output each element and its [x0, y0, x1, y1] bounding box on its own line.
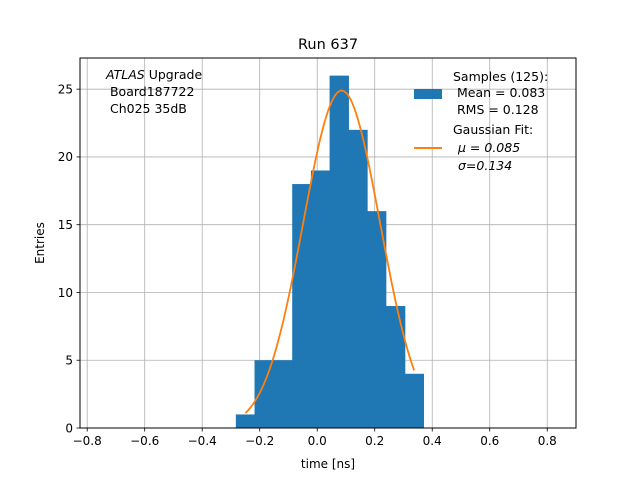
- histogram-bar: [273, 360, 293, 428]
- x-tick-label: −0.6: [130, 434, 159, 448]
- chart-title: Run 637: [298, 37, 358, 53]
- legend-samples-swatch: [414, 89, 442, 99]
- annotation-upgrade: Upgrade: [145, 67, 203, 82]
- x-tick-label: 0.2: [365, 434, 384, 448]
- x-tick-label: 0.0: [308, 434, 327, 448]
- histogram-bar: [254, 360, 274, 428]
- histogram-bars: [235, 75, 425, 429]
- x-axis-ticks: −0.8 −0.6 −0.4 −0.2 0.0 0.2 0.4 0.6 0.8: [73, 428, 557, 448]
- y-tick-label: 10: [58, 286, 73, 300]
- x-tick-label: −0.2: [245, 434, 274, 448]
- histogram-bar: [367, 211, 387, 428]
- annotation-atlas: ATLAS: [105, 67, 145, 82]
- histogram-bar: [310, 170, 330, 428]
- histogram-bar: [329, 75, 349, 428]
- x-axis-label: time [ns]: [301, 457, 355, 471]
- annotation-line-2: Board187722: [106, 84, 194, 99]
- legend-samples-rms: RMS = 0.128: [453, 102, 539, 117]
- y-tick-label: 5: [65, 354, 73, 368]
- gaussian-fit: [244, 89, 415, 414]
- x-tick-label: 0.6: [480, 434, 499, 448]
- y-tick-label: 15: [58, 218, 73, 232]
- y-axis-label: Entries: [33, 222, 47, 264]
- y-axis-ticks: 0 5 10 15 20 25: [58, 82, 80, 435]
- legend-fit-sigma: σ=0.134: [458, 158, 512, 173]
- gaussian-fit-curve: [244, 89, 415, 414]
- x-tick-label: 0.8: [538, 434, 557, 448]
- legend-samples-mean: Mean = 0.083: [453, 85, 545, 100]
- histogram-bar: [292, 184, 312, 428]
- histogram-bar: [235, 414, 255, 428]
- legend-fit-mu: μ = 0.085: [457, 140, 520, 155]
- annotation-line-3: Ch025 35dB: [106, 101, 187, 116]
- x-tick-label: −0.4: [188, 434, 217, 448]
- annotation-line-1: ATLAS Upgrade: [105, 67, 202, 82]
- histogram-bar: [404, 373, 425, 428]
- histogram-bar: [385, 306, 406, 428]
- x-tick-label: 0.4: [423, 434, 442, 448]
- plot-frame: [79, 57, 577, 429]
- histogram-bar: [348, 129, 368, 429]
- y-tick-label: 25: [58, 82, 73, 96]
- info-annotation: ATLAS Upgrade Board187722 Ch025 35dB: [105, 67, 202, 116]
- y-tick-label: 0: [65, 421, 73, 435]
- y-tick-label: 20: [58, 150, 73, 164]
- legend-samples-title: Samples (125):: [453, 69, 548, 84]
- legend-fit-title: Gaussian Fit:: [453, 122, 533, 137]
- x-tick-label: −0.8: [73, 434, 102, 448]
- legend: Samples (125): Mean = 0.083 RMS = 0.128 …: [414, 69, 548, 173]
